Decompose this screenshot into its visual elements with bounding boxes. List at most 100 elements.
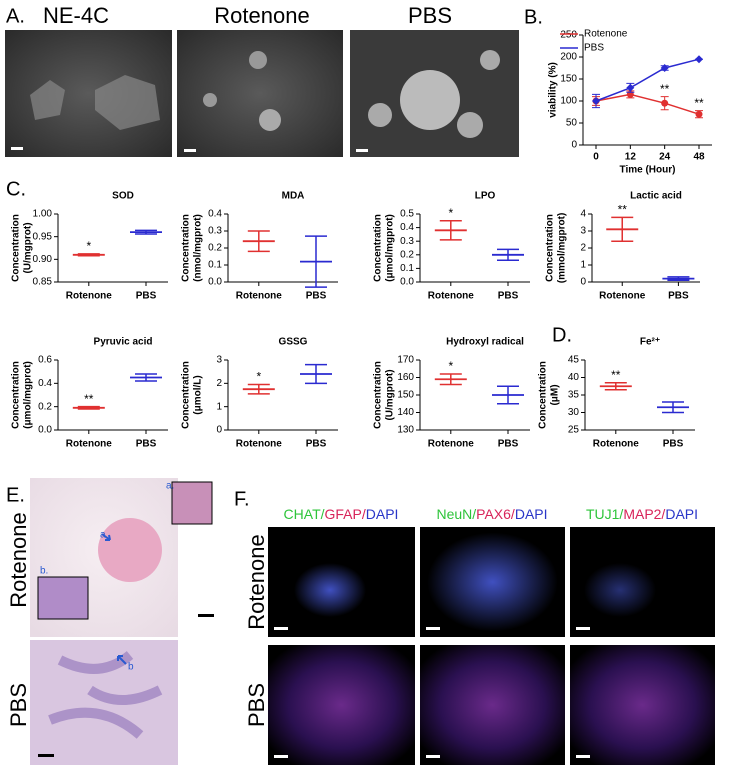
error-bar [439, 373, 462, 386]
y-axis-label: Concentration [11, 361, 22, 429]
row-label: PBS [6, 683, 31, 727]
y-tick-label: 0.4 [400, 222, 414, 233]
x-tick-label: Rotenone [593, 439, 640, 450]
cell-cluster [249, 51, 267, 69]
tissue [48, 651, 163, 739]
header-segment: DAPI [515, 506, 548, 522]
arrow [101, 533, 111, 541]
panel-label: B. [524, 6, 543, 28]
point [661, 99, 669, 107]
y-axis-label: (μmol/L) [193, 375, 204, 414]
cell-cluster [290, 560, 370, 620]
y-tick-label: 0.1 [400, 263, 414, 274]
fluorescence-image [268, 645, 415, 765]
x-tick-label: PBS [663, 439, 684, 450]
x-tick-label: 12 [625, 152, 637, 163]
header-segment: PAX6/ [476, 506, 515, 522]
error-bar [135, 373, 157, 382]
y-axis-label: Concentration [11, 214, 22, 282]
header-segment: CHAT/ [284, 506, 325, 522]
spheroid [98, 518, 162, 582]
y-tick-label: 0.0 [38, 425, 52, 436]
error-bar [667, 276, 690, 282]
x-tick-label: Rotenone [428, 291, 475, 302]
y-axis-label: Concentration [373, 361, 384, 429]
column-headers: CHAT/GFAP/DAPI NeuN/PAX6/DAPI TUJ1/MAP2/DA… [284, 506, 698, 522]
error-bar [135, 229, 157, 235]
cell-cluster [368, 103, 392, 127]
y-tick-label: 0.0 [400, 277, 414, 288]
y-tick-label: 140 [397, 407, 414, 418]
cell-cluster [203, 93, 217, 107]
header-segment: MAP2/ [623, 506, 665, 522]
y-tick-label: 4 [580, 209, 586, 220]
scale-bar [184, 149, 196, 152]
chart-title: Lactic acid [630, 191, 682, 202]
x-tick-label: PBS [668, 291, 689, 302]
y-axis-label: (μmol/mgprot) [23, 361, 34, 429]
chart-title: Hydroxyl radical [446, 337, 524, 348]
point [626, 83, 635, 92]
y-axis-label: Concentration [181, 214, 192, 282]
error-bar [305, 363, 327, 385]
error-bar [305, 235, 327, 288]
x-tick-label: PBS [498, 439, 519, 450]
fluorescence-image [420, 645, 565, 765]
chart-title: LPO [475, 191, 496, 202]
header-segment: DAPI [366, 506, 399, 522]
y-axis-label: (μM) [550, 384, 561, 405]
x-tick-label: PBS [306, 439, 327, 450]
y-tick-label: 50 [566, 118, 578, 129]
column-header: TUJ1/MAP2/DAPI [586, 506, 698, 522]
series-line [595, 58, 700, 102]
header-segment: TUJ1/ [586, 506, 623, 522]
micrograph [177, 30, 343, 157]
image-title: Rotenone [214, 3, 309, 28]
scale-bar [274, 755, 288, 758]
inset-label: a. [166, 481, 174, 492]
y-axis-label: Concentration [545, 214, 556, 282]
panel-label: C. [6, 178, 26, 200]
y-tick-label: 1.00 [33, 209, 53, 220]
y-tick-label: 160 [397, 372, 414, 383]
point [695, 110, 703, 118]
significance: ** [611, 368, 621, 382]
y-tick-label: 0.2 [208, 243, 222, 254]
cell-cluster [580, 560, 660, 620]
x-tick-label: Rotenone [66, 291, 113, 302]
x-tick-label: PBS [498, 291, 519, 302]
x-tick-label: PBS [136, 439, 157, 450]
histology-image [30, 640, 178, 765]
error-bar [77, 405, 100, 410]
legend-label: PBS [584, 43, 604, 54]
cell-cluster [30, 75, 160, 130]
chart-title: SOD [112, 191, 134, 202]
y-axis-label: (μmol/mgprot) [385, 214, 396, 282]
header-segment: DAPI [665, 506, 698, 522]
significance: * [86, 239, 91, 253]
error-bar [439, 220, 462, 241]
error-bar [247, 230, 270, 253]
y-tick-label: 0 [580, 277, 586, 288]
scale-bar [356, 149, 368, 152]
y-tick-label: 0.1 [208, 260, 222, 271]
y-tick-label: 130 [397, 425, 414, 436]
significance: ** [660, 82, 670, 96]
chart-title: MDA [282, 191, 305, 202]
x-tick-label: 24 [659, 152, 671, 163]
arrow-label: a [100, 530, 106, 541]
arrow [117, 655, 127, 665]
inset-label: b. [40, 566, 48, 577]
significance: * [448, 206, 453, 220]
image-title: PBS [408, 3, 452, 28]
y-tick-label: 2 [580, 243, 586, 254]
y-tick-label: 0.2 [38, 401, 52, 412]
y-tick-label: 35 [568, 390, 580, 401]
inset [171, 481, 213, 525]
y-tick-label: 0.0 [208, 277, 222, 288]
inset [37, 576, 89, 620]
y-tick-label: 0.90 [33, 254, 53, 265]
y-tick-label: 170 [397, 355, 414, 366]
row-label: Rotenone [6, 512, 31, 607]
x-tick-label: Rotenone [599, 291, 646, 302]
